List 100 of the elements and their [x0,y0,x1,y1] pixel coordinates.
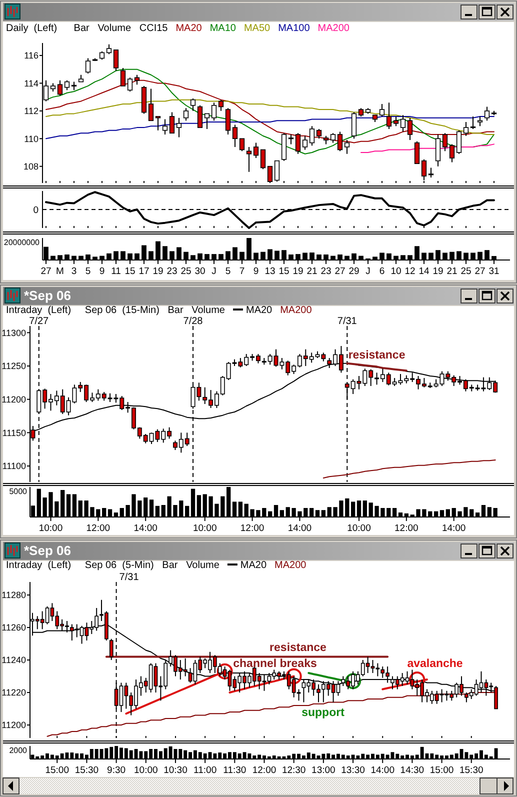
x-tick-label: J [212,266,217,277]
x-tick-label: 27 [40,266,52,277]
candlestick [85,58,91,74]
x-tick-label: 31 [488,266,500,277]
line-series [322,460,496,478]
x-tick-label: 10:00 [192,523,217,534]
x-tick-label: 3 [71,266,77,277]
text: MA200 [274,560,307,571]
candlestick [211,102,217,122]
y-tick-label: 110 [24,134,38,144]
candlestick [400,114,406,132]
candlestick [190,98,196,112]
point [286,668,302,684]
candlestick [456,130,462,154]
x-tick-label: 23 [320,266,332,277]
y-tick-label: 11300 [2,328,26,338]
x-tick-label: 12:00 [240,523,264,534]
x-tick-label: 7/28 [183,316,204,327]
y-tick-label: 11100 [2,461,26,472]
chart-title: *Sep 06 [24,543,71,558]
candlestick [148,88,154,122]
candlestick [309,126,315,146]
annotation: avalanche [407,658,463,670]
y-tick-label: 11240 [2,655,26,666]
candlestick [295,132,301,154]
candlestick [239,138,245,152]
x-tick-label: 15:30 [459,765,484,776]
candlestick [176,117,182,138]
text: MA200 [280,305,312,316]
text: MA100 [278,23,310,34]
candlestick [344,140,350,154]
candlestick [470,116,476,130]
x-tick-label: 14:30 [400,765,424,776]
candlestick [109,638,114,660]
x-tick-label: 25 [180,266,192,277]
candlestick [274,160,280,182]
x-tick-label: 19 [432,266,444,277]
candlestick [155,116,161,131]
candlestick [428,167,434,178]
y-tick-label: 116 [24,50,38,61]
x-tick-label: 12:30 [282,765,306,776]
candlestick [330,132,336,144]
x-tick-label: 29 [348,266,360,277]
candlestick [232,124,238,148]
x-tick-label: 14:00 [288,523,312,534]
x-tick-label: 9 [253,266,259,277]
x-tick-label: 10:00 [38,523,63,534]
annotation: resistance [270,642,326,654]
ref-line-label: 0 [33,204,38,216]
x-tick-label: 17 [138,266,150,277]
candlestick [197,104,203,128]
x-tick-label: 7/27 [29,316,50,327]
y-tick-label: 114 [24,78,38,88]
point [216,663,233,680]
line-series [346,362,408,372]
x-tick-label: 11 [111,266,121,277]
x-tick-label: 10:30 [164,765,188,776]
candlestick [379,103,385,117]
candlestick [463,122,469,136]
x-tick-label: 10 [390,266,402,277]
x-tick-label: 25 [460,266,472,277]
candlestick [127,77,133,92]
y-tick-label: 112 [24,106,38,116]
candlestick [484,106,490,122]
candlestick [204,113,210,130]
y-tick-label: 11220 [2,688,26,698]
legend-label: MA20 [246,305,273,316]
x-tick-label: 12:00 [394,523,418,534]
legend-label: MA20 [240,560,267,571]
candlestick [302,135,308,150]
x-tick-label: 11:30 [223,765,246,776]
candlestick [260,149,266,170]
x-tick-label: 9:30 [107,765,126,776]
x-tick-label: 7 [239,266,245,277]
candlestick [435,134,441,167]
candlestick [169,112,175,134]
candlestick [421,158,427,181]
candlestick [64,80,70,91]
candlestick [393,116,399,127]
text: MA10 [210,23,236,34]
x-tick-label: 14 [418,266,430,277]
y-tick-label: 108 [23,162,38,172]
x-tick-label: 14:00 [370,765,394,776]
candlestick [106,44,112,55]
candlestick [316,128,322,140]
series-label: resistance [348,349,406,362]
x-tick-label: M [56,266,64,277]
candlestick [162,118,168,135]
candlestick [183,108,189,122]
annotation: channel breaks [233,658,317,670]
x-tick-label: 14:00 [134,523,158,534]
y-tick-label: 11200 [2,394,26,404]
x-tick-label: 15 [124,266,136,277]
text: MA20 [176,23,202,34]
text: MA200 [318,23,350,34]
x-tick-label: 12:00 [86,523,110,534]
x-tick-label: 30 [194,266,206,277]
x-tick-label: 13:30 [341,765,365,776]
x-tick-label: 14:00 [442,523,466,534]
y-tick-label: 11200 [2,720,26,730]
